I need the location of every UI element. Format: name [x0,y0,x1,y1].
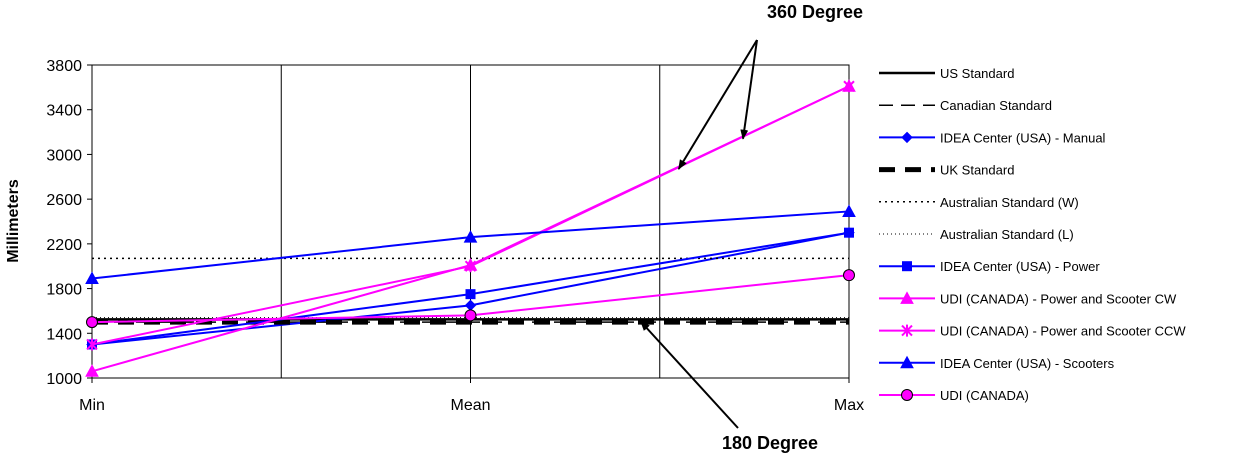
legend-label: Australian Standard (L) [940,227,1074,242]
legend-item: UDI (CANADA) - Power and Scooter CCW [879,324,1186,339]
data-point [464,260,477,273]
y-tick-label: 1400 [46,326,82,343]
legend-item: Australian Standard (L) [879,227,1074,242]
legend-marker [900,291,914,304]
y-tick-label: 1800 [46,282,82,299]
legend-marker [900,355,914,369]
legend-label: UDI (CANADA) - Power and Scooter CCW [940,324,1186,339]
legend-item: UDI (CANADA) - Power and Scooter CW [879,291,1177,306]
data-point [86,316,98,329]
data-point [85,271,99,285]
series-9 [85,204,856,285]
legend-label: IDEA Center (USA) - Power [940,259,1100,274]
y-tick-label: 3000 [46,147,82,164]
legend-label: UDI (CANADA) [940,388,1029,403]
data-point [86,338,98,351]
legend-label: IDEA Center (USA) - Manual [940,130,1106,145]
annotations: 360 Degree 180 Degree [640,2,863,453]
y-axis-title: Millimeters [5,179,22,263]
annotation-arrow [740,39,758,140]
x-axis-ticks: Min Mean Max [79,378,864,414]
y-tick-label: 2600 [46,192,82,209]
legend-marker [901,131,913,144]
annotation-label-180: 180 Degree [722,433,818,453]
legend-label: UK Standard [940,163,1014,178]
legend: US Standard Canadian Standard IDEA Center … [879,66,1186,403]
annotation-arrow [677,39,758,170]
legend-label: US Standard [940,66,1014,81]
legend-item: Australian Standard (W) [879,195,1079,210]
data-point [843,80,855,93]
legend-marker [902,261,912,272]
legend-item: US Standard [879,66,1014,81]
data-point [85,364,99,377]
legend-label: Canadian Standard [940,98,1052,113]
legend-item: IDEA Center (USA) - Scooters [879,355,1115,371]
data-point [843,269,855,282]
legend-marker [901,324,913,337]
y-tick-label: 3800 [46,58,82,75]
legend-item: IDEA Center (USA) - Power [879,259,1100,274]
y-tick-label: 2200 [46,237,82,254]
x-tick-label: Min [79,397,105,414]
annotation-arrow [640,320,739,429]
data-point [465,289,476,300]
series-8 [86,80,855,351]
x-tick-label: Max [834,397,864,414]
y-tick-label: 3400 [46,103,82,120]
series-layer [85,79,856,377]
data-point [464,299,477,312]
grid-lines [280,65,661,378]
data-point [842,204,856,217]
legend-label: Australian Standard (W) [940,195,1079,210]
legend-item: Canadian Standard [879,98,1052,113]
y-axis-ticks: 1000 1400 1800 2200 2600 3000 3400 3800 [46,58,92,388]
data-point [464,309,477,322]
x-tick-label: Mean [450,397,490,414]
data-point [844,227,854,238]
legend-label: UDI (CANADA) - Power and Scooter CW [940,291,1177,306]
y-tick-label: 1000 [46,371,82,388]
legend-item: UDI (CANADA) [879,388,1029,403]
annotation-label-360: 360 Degree [767,2,863,22]
series-10 [86,269,855,329]
data-point [463,230,478,243]
legend-item: IDEA Center (USA) - Manual [879,130,1106,145]
legend-marker [901,389,913,401]
legend-item: UK Standard [879,163,1014,178]
legend-label: IDEA Center (USA) - Scooters [940,356,1115,371]
